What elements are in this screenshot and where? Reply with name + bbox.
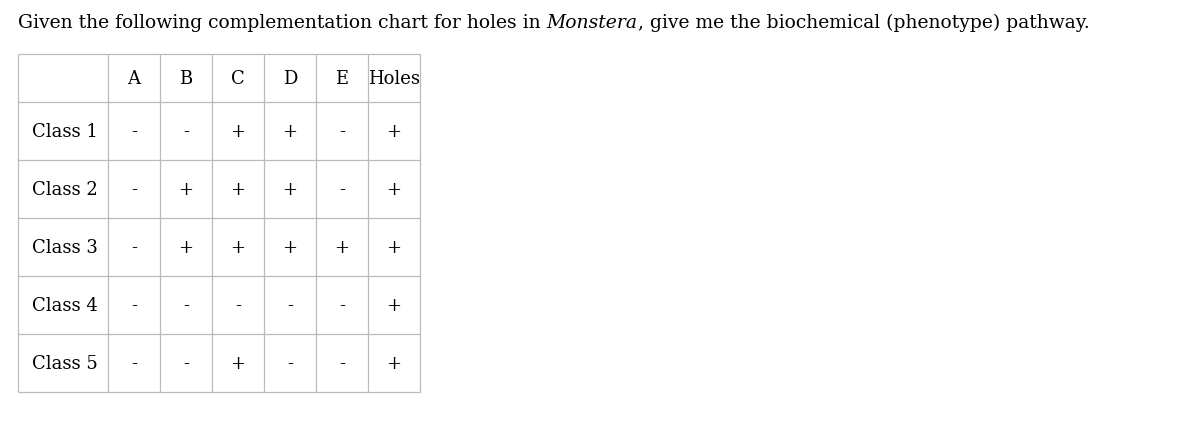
Text: +: + <box>335 238 349 256</box>
Text: +: + <box>230 123 246 141</box>
Text: +: + <box>179 238 193 256</box>
Text: -: - <box>287 297 293 314</box>
Text: Class 3: Class 3 <box>31 238 97 256</box>
Text: +: + <box>282 180 298 198</box>
Text: +: + <box>282 123 298 141</box>
Text: -: - <box>131 354 137 372</box>
Text: +: + <box>230 180 246 198</box>
Text: +: + <box>386 297 402 314</box>
Text: Given the following complementation chart for holes in: Given the following complementation char… <box>18 14 547 32</box>
Text: -: - <box>287 354 293 372</box>
Text: -: - <box>340 180 346 198</box>
Text: +: + <box>386 354 402 372</box>
Text: -: - <box>340 354 346 372</box>
Text: Class 2: Class 2 <box>31 180 97 198</box>
Text: -: - <box>182 297 190 314</box>
Text: -: - <box>340 123 346 141</box>
Text: -: - <box>131 238 137 256</box>
Text: , give me the biochemical (phenotype) pathway.: , give me the biochemical (phenotype) pa… <box>637 14 1090 32</box>
Text: +: + <box>386 238 402 256</box>
Text: Class 5: Class 5 <box>31 354 97 372</box>
Text: -: - <box>182 123 190 141</box>
Text: +: + <box>230 238 246 256</box>
Text: -: - <box>235 297 241 314</box>
Text: D: D <box>283 70 298 88</box>
Text: Monstera: Monstera <box>547 14 637 32</box>
Text: -: - <box>182 354 190 372</box>
Text: -: - <box>131 297 137 314</box>
Text: Holes: Holes <box>368 70 420 88</box>
Text: Class 1: Class 1 <box>31 123 97 141</box>
Text: B: B <box>179 70 193 88</box>
Text: -: - <box>131 123 137 141</box>
Text: +: + <box>386 123 402 141</box>
Text: +: + <box>282 238 298 256</box>
Text: A: A <box>127 70 140 88</box>
Text: E: E <box>336 70 348 88</box>
Text: -: - <box>131 180 137 198</box>
Text: +: + <box>230 354 246 372</box>
Text: C: C <box>232 70 245 88</box>
Text: -: - <box>340 297 346 314</box>
Text: +: + <box>179 180 193 198</box>
Text: Class 4: Class 4 <box>31 297 97 314</box>
Text: +: + <box>386 180 402 198</box>
